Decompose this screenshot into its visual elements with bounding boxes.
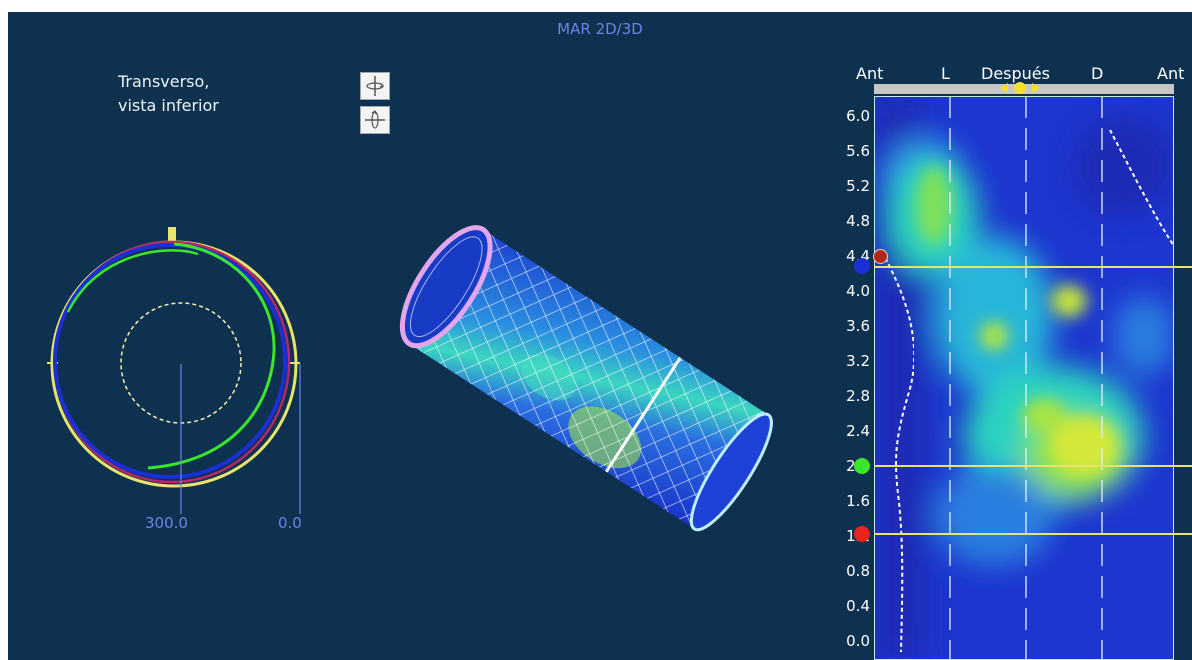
profile-trace [881,252,914,652]
scale-right-label: 0.0 [278,514,302,532]
rotate-vertical-button[interactable] [360,72,390,100]
y-tick: 0.4 [846,597,870,615]
y-tick: 6.0 [846,107,870,125]
header-l: L [941,64,950,83]
mar-2d-3d-window: MAR 2D/3D Transverso, vista inferior 300 [8,12,1192,660]
y-tick: 3.6 [846,317,870,335]
rotate-vertical-icon [366,76,385,96]
lower-marker-red[interactable] [854,526,870,542]
header-despues: Después [981,64,1050,83]
upper-marker-blue[interactable] [854,258,870,274]
rotate-horizontal-icon [365,110,385,129]
y-tick: 0.0 [846,632,870,650]
heat-map-surface [874,96,1174,660]
y-tick: 5.2 [846,177,870,195]
middle-marker-green[interactable] [854,458,870,474]
top-marker [168,227,176,243]
y-tick: 1.6 [846,492,870,510]
header-ant-left: Ant [856,64,884,83]
upper-marker-dark-red[interactable] [873,249,888,264]
map-y-axis: 6.0 5.6 5.2 4.8 4.4 4.0 3.6 3.2 2.8 2.4 … [814,96,870,660]
y-tick: 4.0 [846,282,870,300]
cylinder-3d-view[interactable] [393,182,793,582]
header-ant-right: Ant [1157,64,1185,83]
rotate-horizontal-button[interactable] [360,106,390,134]
y-tick: 5.6 [846,142,870,160]
scale-left-label: 300.0 [145,514,188,532]
reference-line-lower[interactable] [874,533,1192,535]
y-tick: 3.2 [846,352,870,370]
view-label: Transverso, vista inferior [118,70,219,118]
reference-line-middle[interactable] [874,465,1192,467]
view-label-line2: vista inferior [118,96,219,115]
y-tick: 4.8 [846,212,870,230]
y-tick: 2.8 [846,387,870,405]
transverse-section-view [47,227,301,514]
window-title: MAR 2D/3D [557,20,643,38]
reference-line-upper[interactable] [874,266,1192,268]
header-d: D [1091,64,1104,83]
position-slider-handle[interactable] [1000,80,1040,96]
view-label-line1: Transverso, [118,72,210,91]
y-tick: 0.8 [846,562,870,580]
unrolled-heat-map[interactable] [874,96,1174,660]
y-tick: 2.4 [846,422,870,440]
